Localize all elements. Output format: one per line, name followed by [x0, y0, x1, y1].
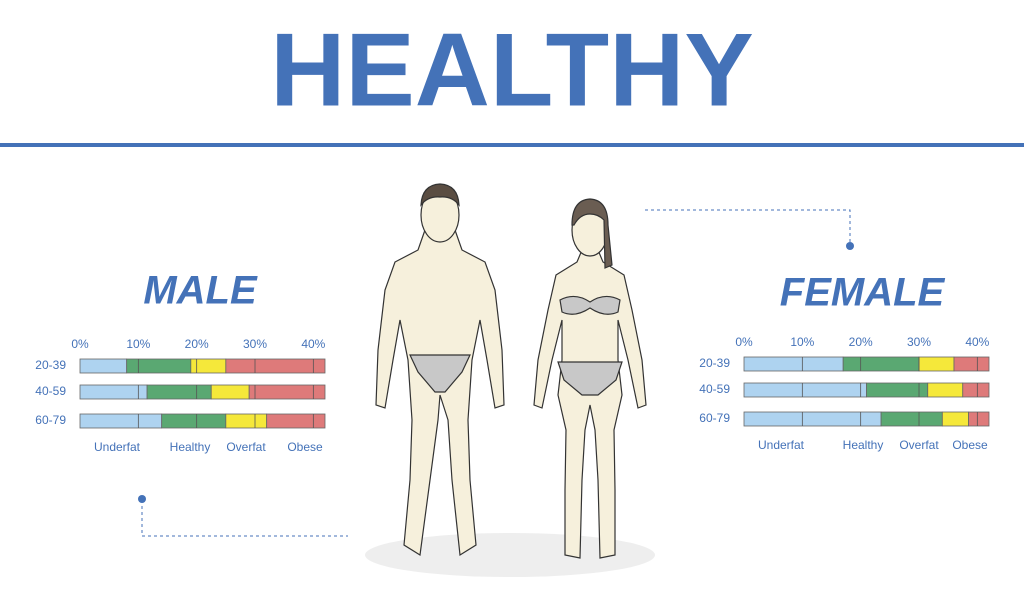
connector [645, 209, 851, 245]
connector [141, 500, 348, 537]
x-tick-label: 40% [965, 335, 989, 349]
bar-segment [880, 411, 943, 427]
bar-segment [161, 413, 227, 429]
legend-label: Healthy [843, 438, 884, 452]
main-title: HEALTHY [270, 12, 753, 128]
row-label: 40-59 [699, 382, 730, 396]
bar-segment [941, 411, 969, 427]
bar-segment [743, 356, 844, 372]
female-figure [533, 198, 647, 559]
bar-segment [126, 358, 192, 374]
x-tick-label: 30% [243, 337, 267, 351]
bar-segment [79, 384, 148, 400]
chart-title: FEMALE [780, 271, 946, 315]
male-figure [375, 183, 505, 557]
bar-segment [842, 356, 920, 372]
x-tick-label: 30% [907, 335, 931, 349]
x-tick-label: 0% [71, 337, 89, 351]
legend-label: Obese [952, 438, 988, 452]
bar-segment [248, 384, 326, 400]
bar-segment [962, 382, 990, 398]
bar-segment [743, 382, 867, 398]
legend-label: Overfat [899, 438, 939, 452]
bar-segment [190, 358, 227, 374]
x-tick-label: 10% [790, 335, 814, 349]
legend-label: Underfat [758, 438, 805, 452]
x-tick-label: 40% [301, 337, 325, 351]
legend-label: Obese [287, 440, 323, 454]
bar-segment [225, 358, 326, 374]
bar-segment [266, 413, 326, 429]
row-label: 20-39 [699, 356, 730, 370]
chart-title: MALE [143, 269, 258, 313]
row-label: 40-59 [35, 384, 66, 398]
legend-label: Overfat [226, 440, 266, 454]
bar-segment [79, 358, 128, 374]
bar-segment [953, 356, 990, 372]
bar-segment [968, 411, 990, 427]
legend-label: Healthy [170, 440, 211, 454]
x-tick-label: 20% [185, 337, 209, 351]
row-label: 60-79 [35, 413, 66, 427]
bar-segment [146, 384, 212, 400]
row-label: 20-39 [35, 358, 66, 372]
x-tick-label: 10% [126, 337, 150, 351]
legend-label: Underfat [94, 440, 141, 454]
bar-segment [225, 413, 268, 429]
x-tick-label: 20% [849, 335, 873, 349]
connector-dot [138, 495, 146, 503]
bar-segment [866, 382, 929, 398]
bar-segment [918, 356, 955, 372]
bar-segment [79, 413, 163, 429]
x-tick-label: 0% [735, 335, 753, 349]
bar-segment [927, 382, 964, 398]
connector-dot [846, 242, 854, 250]
bar-segment [210, 384, 250, 400]
shadow [365, 533, 655, 577]
row-label: 60-79 [699, 411, 730, 425]
